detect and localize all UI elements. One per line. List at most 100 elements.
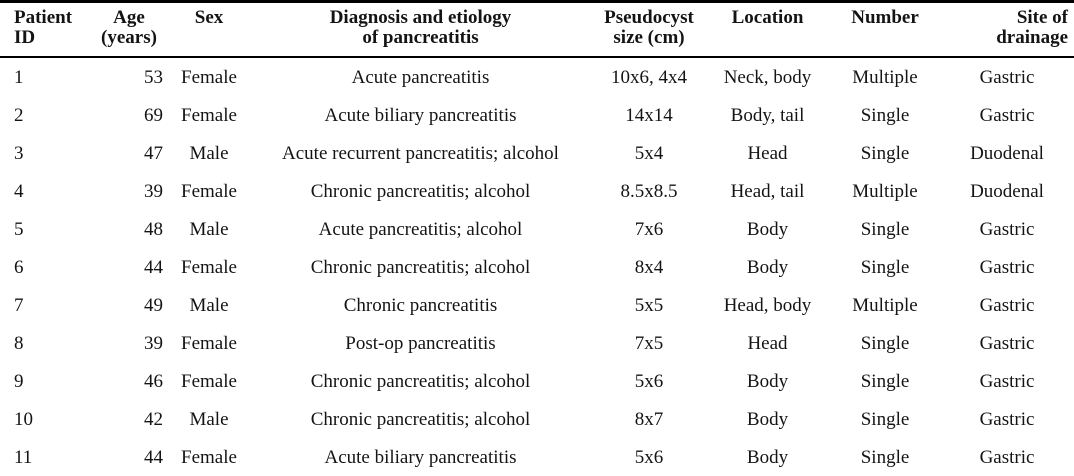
cell-age: 53 xyxy=(144,66,163,88)
header-label: Patient xyxy=(14,7,73,28)
cell-diagnosis: Chronic pancreatitis; alcohol xyxy=(310,370,531,392)
column-header-location: Location xyxy=(705,1,830,58)
column-header-patient-id: Patient ID xyxy=(0,1,88,58)
cell-number: Multiple xyxy=(852,66,918,88)
table-row: 1 53 Female Acute pancreatitis 10x6, 4x4 Neck… xyxy=(0,57,1074,96)
cell-number: Single xyxy=(860,104,910,126)
cell-location: Body xyxy=(746,408,789,430)
cell-age: 39 xyxy=(144,332,163,354)
cell-site-of-drainage: Gastric xyxy=(979,66,1035,88)
header-row: Patient ID Age (years) Sex Diagnosis and… xyxy=(0,1,1074,58)
column-header-pseudocyst-size: Pseudocyst size (cm) xyxy=(593,1,705,58)
cell-location: Body xyxy=(746,446,789,468)
cell-sex: Male xyxy=(189,294,229,316)
header-label: Site of xyxy=(1016,7,1068,28)
cell-patient-id: 3 xyxy=(14,142,24,164)
cell-age: 49 xyxy=(144,294,163,316)
column-header-age: Age (years) xyxy=(88,1,170,58)
cell-pseudocyst-size: 5x6 xyxy=(634,446,664,468)
table-row: 4 39 Female Chronic pancreatitis; alcohol 8.… xyxy=(0,172,1074,210)
cell-diagnosis: Post-op pancreatitis xyxy=(345,332,496,354)
cell-pseudocyst-size: 5x6 xyxy=(634,370,664,392)
cell-sex: Female xyxy=(181,370,237,392)
cell-pseudocyst-size: 7x6 xyxy=(634,218,664,240)
header-label: (years) xyxy=(101,27,157,48)
table-row: 5 48 Male Acute pancreatitis; alcohol 7x6 Bod… xyxy=(0,210,1074,248)
cell-age: 47 xyxy=(144,142,163,164)
cell-number: Single xyxy=(860,370,910,392)
cell-diagnosis: Acute pancreatitis; alcohol xyxy=(318,218,523,240)
cell-number: Single xyxy=(860,218,910,240)
table-row: 10 42 Male Chronic pancreatitis; alcohol 8x7… xyxy=(0,400,1074,438)
column-header-number: Number xyxy=(830,1,940,58)
cell-number: Single xyxy=(860,446,910,468)
cell-site-of-drainage: Gastric xyxy=(979,408,1035,430)
cell-site-of-drainage: Gastric xyxy=(979,218,1035,240)
cell-diagnosis: Chronic pancreatitis; alcohol xyxy=(310,256,531,278)
cell-age: 39 xyxy=(144,180,163,202)
cell-site-of-drainage: Gastric xyxy=(979,104,1035,126)
cell-site-of-drainage: Gastric xyxy=(979,370,1035,392)
cell-sex: Male xyxy=(189,142,229,164)
cell-diagnosis: Chronic pancreatitis; alcohol xyxy=(310,180,531,202)
cell-sex: Female xyxy=(181,104,237,126)
cell-number: Single xyxy=(860,408,910,430)
cell-pseudocyst-size: 14x14 xyxy=(625,104,673,126)
cell-sex: Male xyxy=(189,408,229,430)
cell-location: Body xyxy=(746,218,789,240)
cell-sex: Female xyxy=(181,66,237,88)
cell-age: 48 xyxy=(144,218,163,240)
cell-location: Head, body xyxy=(723,294,812,316)
cell-location: Body, tail xyxy=(730,104,805,126)
cell-pseudocyst-size: 5x4 xyxy=(634,142,664,164)
cell-site-of-drainage: Gastric xyxy=(979,294,1035,316)
cell-number: Multiple xyxy=(852,294,918,316)
cell-age: 46 xyxy=(144,370,163,392)
cell-number: Single xyxy=(860,256,910,278)
column-header-site-of-drainage: Site of drainage xyxy=(940,1,1074,58)
header-label: Pseudocyst xyxy=(604,7,694,28)
header-label: of pancreatitis xyxy=(362,27,479,48)
table-body: 1 53 Female Acute pancreatitis 10x6, 4x4 Neck… xyxy=(0,57,1074,476)
cell-pseudocyst-size: 5x5 xyxy=(634,294,664,316)
cell-number: Multiple xyxy=(852,180,918,202)
cell-pseudocyst-size: 8x7 xyxy=(634,408,664,430)
column-header-sex: Sex xyxy=(170,1,248,58)
cell-sex: Female xyxy=(181,332,237,354)
table-row: 3 47 Male Acute recurrent pancreatitis; alc… xyxy=(0,134,1074,172)
cell-sex: Female xyxy=(181,256,237,278)
cell-location: Neck, body xyxy=(723,66,812,88)
cell-location: Body xyxy=(746,256,789,278)
cell-diagnosis: Acute biliary pancreatitis xyxy=(324,104,517,126)
cell-number: Single xyxy=(860,142,910,164)
header-label: size (cm) xyxy=(613,27,685,48)
table-row: 9 46 Female Chronic pancreatitis; alcohol 5x… xyxy=(0,362,1074,400)
cell-sex: Female xyxy=(181,180,237,202)
cell-age: 69 xyxy=(144,104,163,126)
table-row: 8 39 Female Post-op pancreatitis 7x5 Head Sing… xyxy=(0,324,1074,362)
cell-patient-id: 6 xyxy=(14,256,24,278)
header-label: Number xyxy=(851,7,919,28)
cell-pseudocyst-size: 8x4 xyxy=(634,256,664,278)
cell-site-of-drainage: Gastric xyxy=(979,332,1035,354)
cell-pseudocyst-size: 7x5 xyxy=(634,332,664,354)
cell-sex: Male xyxy=(189,218,229,240)
cell-patient-id: 5 xyxy=(14,218,24,240)
header-label: Sex xyxy=(194,7,224,28)
cell-diagnosis: Acute biliary pancreatitis xyxy=(324,446,517,468)
cell-number: Single xyxy=(860,332,910,354)
cell-sex: Female xyxy=(181,446,237,468)
cell-diagnosis: Acute pancreatitis xyxy=(351,66,490,88)
cell-patient-id: 8 xyxy=(14,332,24,354)
header-label: Diagnosis and etiology xyxy=(329,7,512,28)
header-label: Age xyxy=(113,7,145,28)
header-label: drainage xyxy=(996,27,1068,48)
cell-age: 44 xyxy=(144,256,163,278)
cell-location: Body xyxy=(746,370,789,392)
cell-patient-id: 10 xyxy=(14,408,33,430)
cell-location: Head, tail xyxy=(730,180,805,202)
cell-location: Head xyxy=(747,142,788,164)
table-row: 6 44 Female Chronic pancreatitis; alcohol 8x… xyxy=(0,248,1074,286)
cell-diagnosis: Chronic pancreatitis xyxy=(343,294,498,316)
